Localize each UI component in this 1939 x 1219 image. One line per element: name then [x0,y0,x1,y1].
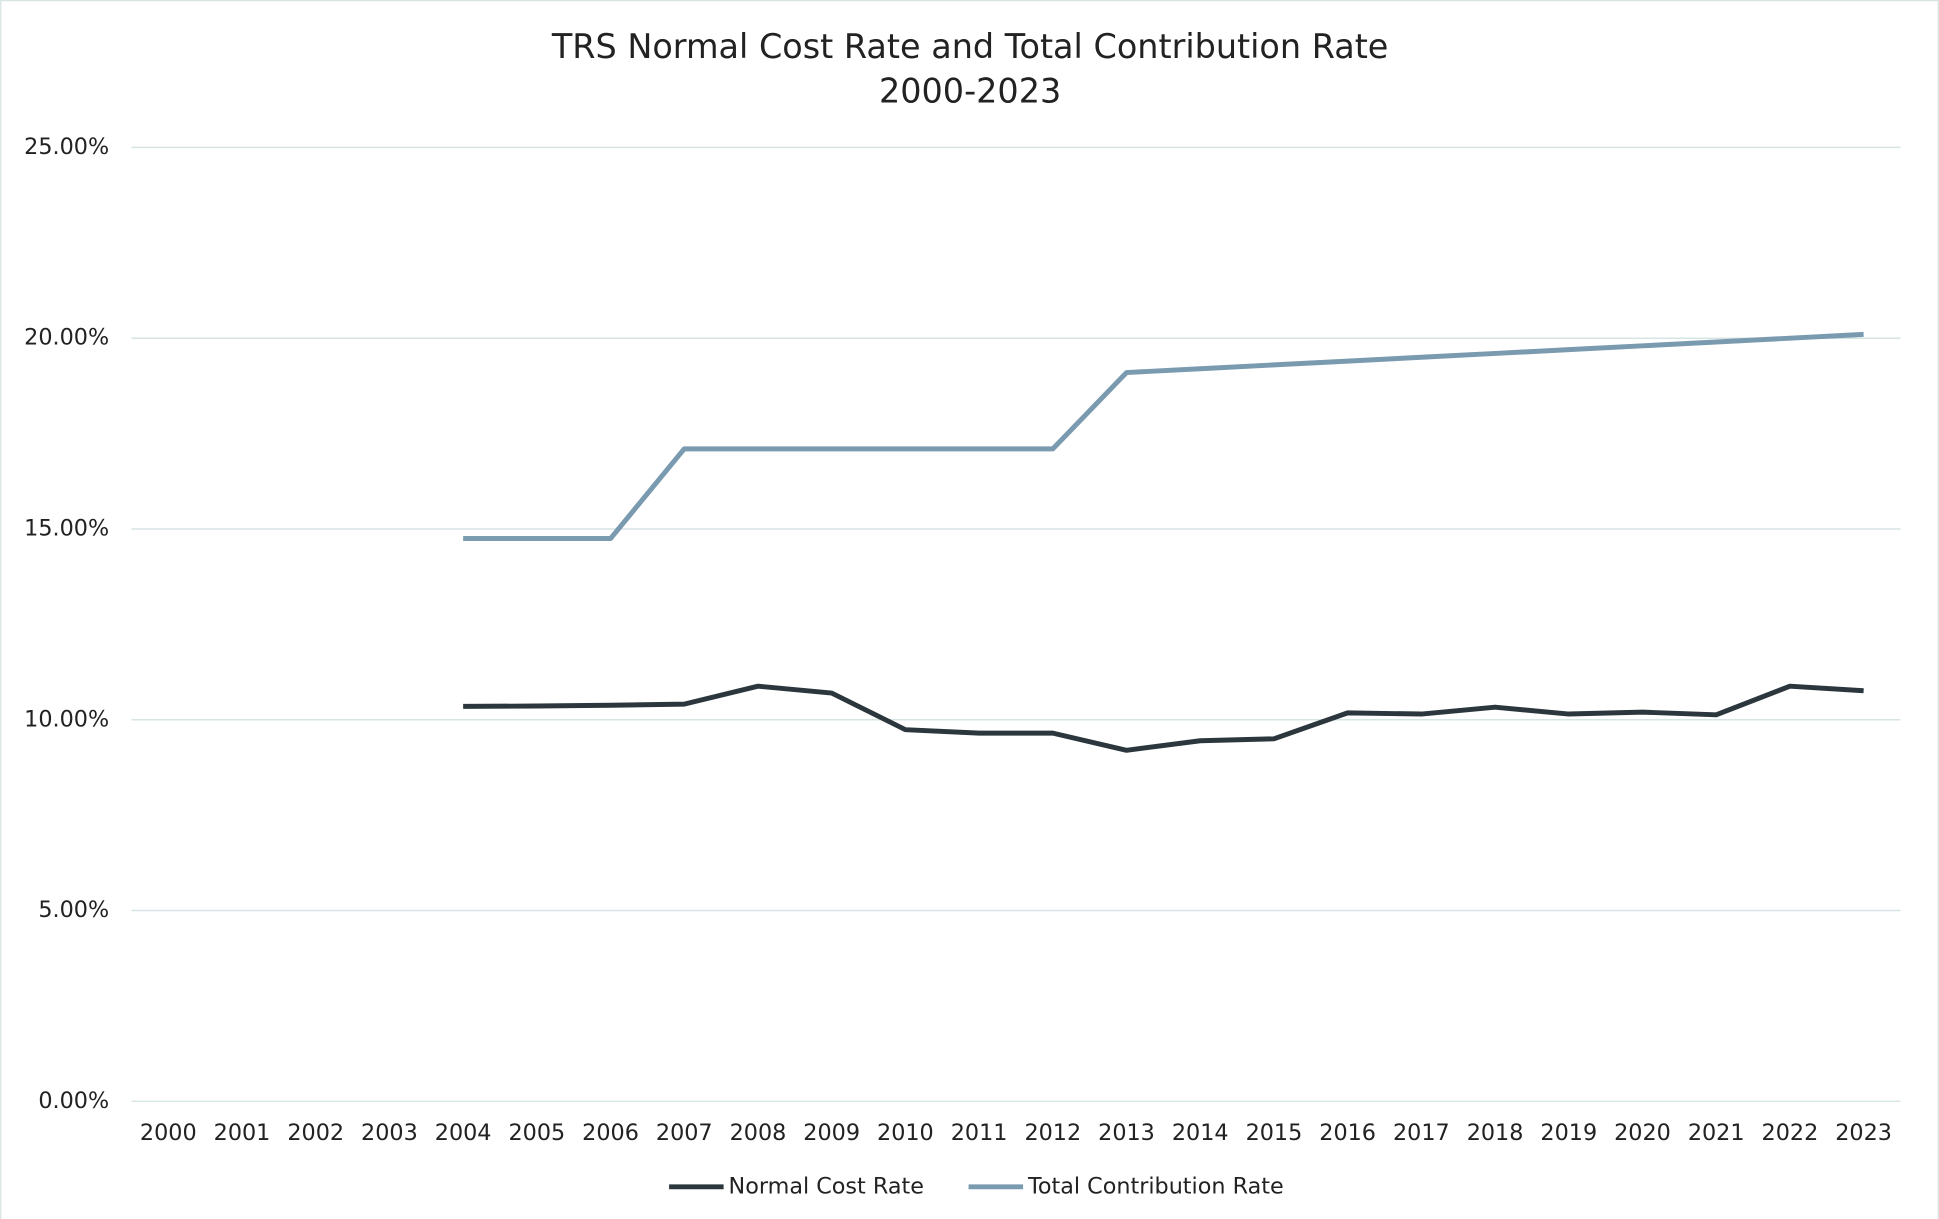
x-tick-label: 2000 [140,1120,197,1146]
x-tick-label: 2016 [1319,1120,1376,1146]
x-tick-label: 2001 [214,1120,271,1146]
x-tick-label: 2019 [1540,1120,1597,1146]
x-tick-label: 2010 [877,1120,934,1146]
x-tick-label: 2011 [951,1120,1008,1146]
x-tick-label: 2021 [1688,1120,1745,1146]
legend-label: Total Contribution Rate [1027,1173,1284,1199]
chart-subtitle: 2000-2023 [879,71,1061,110]
x-tick-label: 2013 [1098,1120,1155,1146]
x-tick-label: 2020 [1614,1120,1671,1146]
x-tick-label: 2015 [1246,1120,1303,1146]
x-tick-label: 2003 [361,1120,418,1146]
chart-title: TRS Normal Cost Rate and Total Contribut… [551,27,1389,66]
series-line [463,331,1864,541]
x-tick-label: 2017 [1393,1120,1450,1146]
x-tick-label: 2014 [1172,1120,1229,1146]
y-tick-label: 5.00% [38,897,109,923]
x-tick-label: 2005 [508,1120,565,1146]
x-tick-label: 2006 [582,1120,639,1146]
x-tick-label: 2009 [803,1120,860,1146]
x-tick-label: 2018 [1467,1120,1524,1146]
y-tick-label: 15.00% [24,515,109,541]
x-tick-label: 2002 [287,1120,344,1146]
y-tick-label: 25.00% [24,134,109,160]
y-tick-label: 10.00% [24,706,109,732]
x-tick-label: 2022 [1762,1120,1819,1146]
x-tick-label: 2004 [435,1120,492,1146]
x-tick-label: 2008 [730,1120,787,1146]
y-tick-label: 20.00% [24,325,109,351]
x-tick-label: 2007 [656,1120,713,1146]
legend-label: Normal Cost Rate [729,1173,924,1199]
x-tick-label: 2023 [1835,1120,1892,1146]
series-line [463,683,1864,753]
x-tick-label: 2012 [1024,1120,1081,1146]
y-tick-label: 0.00% [38,1088,109,1114]
